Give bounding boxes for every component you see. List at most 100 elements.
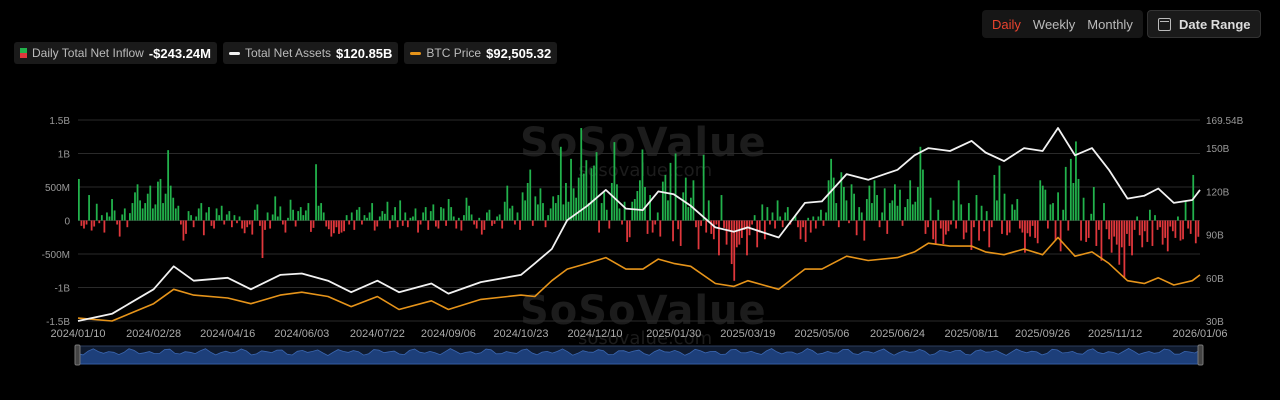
period-weekly[interactable]: Weekly: [1032, 16, 1076, 32]
inflow-bar: [1169, 220, 1172, 227]
inflow-bar: [590, 168, 593, 221]
x-axis-tick-label: 2025/09/26: [1015, 328, 1070, 340]
inflow-bar: [626, 220, 629, 242]
inflow-bar: [486, 212, 488, 221]
navigator-handle-right[interactable]: [1197, 344, 1204, 366]
inflow-bar: [845, 200, 848, 221]
inflow-bar: [338, 220, 340, 234]
legend-btc-value: $92,505.32: [486, 45, 552, 61]
navigator-handle-left[interactable]: [74, 344, 81, 366]
inflow-bar: [1036, 220, 1039, 244]
inflow-bar: [822, 220, 825, 226]
inflow-bar: [562, 204, 565, 221]
inflow-bar: [440, 207, 442, 221]
inflow-bar: [514, 220, 516, 225]
inflow-bar: [169, 185, 172, 221]
inflow-bar: [990, 220, 993, 228]
inflow-bar: [304, 210, 307, 221]
inflow-bar: [763, 220, 766, 240]
period-daily[interactable]: Daily: [992, 16, 1021, 32]
inflow-bar: [1069, 158, 1072, 221]
inflow-bar: [141, 208, 144, 221]
inflow-bar: [529, 169, 532, 221]
left-axis-tick-label: -500M: [42, 250, 70, 261]
inflow-bar: [1118, 220, 1121, 265]
inflow-bar: [901, 220, 904, 226]
inflow-bar: [843, 187, 845, 221]
inflow-bar: [1133, 220, 1136, 230]
x-axis-tick-label: 2025/11/12: [1088, 328, 1142, 340]
inflow-bar: [776, 200, 779, 221]
inflow-bar: [172, 197, 175, 221]
inflow-bar: [1194, 220, 1197, 244]
inflow-bar: [962, 220, 965, 240]
inflow-bar: [378, 216, 381, 221]
inflow-bar: [210, 220, 213, 226]
inflow-bar: [1006, 220, 1008, 236]
inflow-bar: [95, 203, 98, 221]
inflow-bar: [758, 220, 761, 233]
inflow-bar: [399, 200, 402, 221]
legend-inflow[interactable]: Daily Total Net Inflow -$243.24M: [14, 42, 217, 64]
left-axis-tick-label: 0: [64, 217, 70, 228]
inflow-bar: [391, 215, 394, 221]
inflow-bar: [526, 182, 529, 221]
inflow-bar: [794, 215, 797, 221]
inflow-bar: [1016, 199, 1019, 221]
inflow-bar: [157, 181, 159, 221]
inflow-bar: [939, 220, 942, 229]
inflow-bar: [937, 209, 940, 221]
inflow-bar: [1143, 220, 1146, 232]
inflow-bar: [756, 220, 759, 248]
inflow-bar: [690, 197, 692, 221]
watermark-brand-2: SoSoValue: [520, 288, 767, 334]
period-monthly[interactable]: Monthly: [1087, 16, 1133, 32]
date-range-button[interactable]: Date Range: [1147, 10, 1261, 38]
inflow-bar: [809, 220, 812, 233]
inflow-bar: [950, 220, 952, 225]
inflow-bar: [1044, 189, 1047, 221]
inflow-bar: [1151, 220, 1154, 246]
inflow-bar: [312, 220, 315, 228]
legend-assets[interactable]: Total Net Assets $120.85B: [222, 42, 399, 64]
inflow-bar: [386, 201, 389, 221]
inflow-bar: [83, 220, 85, 229]
inflow-bar: [840, 172, 843, 221]
inflow-bar: [406, 220, 409, 228]
inflow-bar: [552, 196, 555, 221]
inflow-bar: [639, 180, 641, 221]
inflow-bar: [1174, 220, 1177, 238]
inflow-bar: [1001, 220, 1003, 234]
inflow-bar: [720, 195, 723, 221]
inflow-bar: [557, 195, 560, 221]
inflow-bar: [266, 212, 269, 221]
inflow-bar: [613, 142, 616, 221]
inflow-bar: [1095, 220, 1098, 246]
inflow-bar: [771, 212, 774, 221]
inflow-bar: [542, 203, 544, 221]
inflow-bar: [1159, 220, 1161, 228]
inflow-bar: [1075, 141, 1077, 221]
inflow-bar: [427, 220, 430, 230]
inflow-bar: [1003, 193, 1006, 221]
inflow-bar: [585, 160, 588, 221]
inflow-bar: [1085, 220, 1088, 242]
inflow-bar: [868, 185, 871, 221]
inflow-bar: [118, 220, 121, 237]
x-axis-tick-label: 2024/01/10: [50, 328, 105, 340]
inflow-bar: [123, 208, 126, 221]
inflow-bar: [437, 220, 440, 229]
inflow-bar: [521, 192, 524, 221]
inflow-bar: [228, 211, 231, 221]
inflow-bar: [197, 208, 200, 221]
inflow-bar: [460, 220, 463, 231]
x-axis-tick-label: 2024/02/28: [126, 328, 181, 340]
inflow-bar: [1154, 215, 1156, 221]
inflow-bar: [878, 220, 881, 228]
inflow-bar: [853, 193, 855, 221]
legend-btc[interactable]: BTC Price $92,505.32: [404, 42, 558, 64]
navigator-series: [77, 348, 1201, 365]
inflow-bar: [88, 195, 90, 221]
left-axis-tick-label: 1B: [58, 150, 71, 161]
inflow-bar: [177, 205, 180, 221]
